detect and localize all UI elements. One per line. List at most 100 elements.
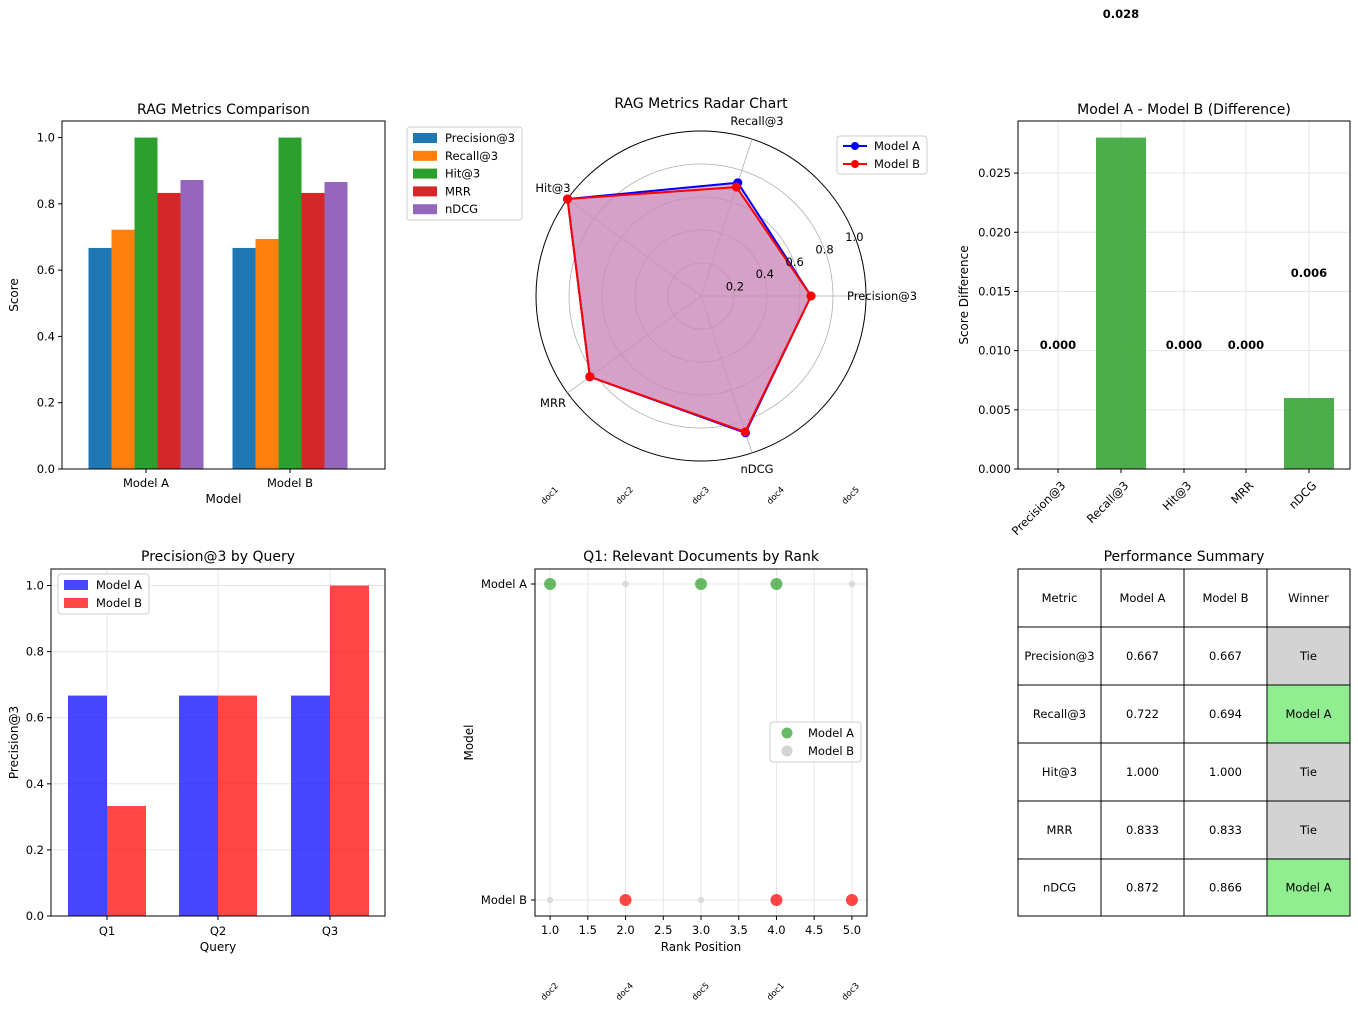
legend-label: Hit@3 — [445, 167, 480, 181]
table-header-label: Winner — [1288, 591, 1329, 605]
legend-marker — [851, 160, 859, 168]
y-tick-label: 0.4 — [37, 329, 55, 343]
y-tick-label: 0.2 — [37, 396, 55, 410]
y-tick-label: 0.025 — [978, 166, 1011, 180]
winner-cell — [1266, 858, 1351, 917]
table-cell — [1100, 742, 1185, 802]
radar-point — [731, 182, 741, 192]
table-cell — [1183, 684, 1268, 744]
y-tick-label: 0.2 — [26, 843, 44, 857]
table-header-cell — [1183, 568, 1268, 628]
legend-label: Model B — [874, 157, 920, 171]
bar-model-b — [330, 585, 369, 916]
table-header-cell — [1017, 568, 1102, 628]
difference-chart: Model A - Model B (Difference) 0.000 0.005… — [957, 7, 1351, 538]
table-cell-text: 0.833 — [1126, 823, 1159, 837]
bar-model-b — [107, 805, 146, 916]
bar-mrr — [157, 192, 181, 470]
radar-point — [585, 372, 595, 382]
y-axis-label: Score — [7, 278, 21, 312]
y-tick-label: 0.005 — [978, 403, 1011, 417]
radar-axis-label: Hit@3 — [535, 181, 570, 195]
chart-title: Performance Summary — [1104, 549, 1265, 565]
x-tick-label: 1.5 — [579, 923, 597, 937]
legend-swatch — [413, 204, 437, 215]
legend-label: nDCG — [445, 202, 478, 216]
radial-tick-label: 0.8 — [815, 242, 833, 256]
x-tick-label: nDCG — [1286, 478, 1319, 511]
difference-bar — [1096, 137, 1146, 470]
y-tick-label: 0.6 — [26, 711, 44, 725]
bar-precision3 — [88, 247, 112, 469]
x-tick-label: MRR — [1228, 478, 1256, 506]
y-tick-label: 1.0 — [37, 131, 55, 145]
chart-title: RAG Metrics Radar Chart — [614, 96, 788, 112]
bar-model-a — [291, 695, 330, 916]
table-cell-text: 0.722 — [1126, 707, 1159, 721]
table-cell-text: Tie — [1299, 823, 1317, 837]
radial-tick-label: 0.4 — [756, 267, 774, 281]
table-cell — [1183, 858, 1268, 917]
radar-axis-label: Precision@3 — [847, 289, 917, 303]
legend: Precision@3 Recall@3 Hit@3 MRR nDCG — [406, 126, 523, 221]
x-tick-label: 3.0 — [692, 923, 710, 937]
legend-swatch — [64, 580, 88, 590]
doc-label: doc4 — [765, 485, 787, 507]
table-cell-text: Model A — [1285, 881, 1331, 895]
value-label: 0.000 — [1166, 338, 1202, 352]
x-tick-label: Hit@3 — [1160, 478, 1195, 513]
relevant-doc-point — [845, 894, 858, 906]
x-tick-label: Q2 — [210, 924, 226, 938]
table-header-label: Model A — [1119, 591, 1165, 605]
y-tick-label: 0.4 — [26, 777, 44, 791]
legend-marker — [781, 727, 793, 739]
radial-tick-label: 1.0 — [845, 230, 863, 244]
x-axis-label: Model — [205, 492, 241, 506]
non-relevant-doc-point — [546, 896, 554, 904]
table-cell-text: Hit@3 — [1042, 765, 1077, 779]
doc-label: doc5 — [690, 981, 712, 1003]
y-tick-label: 0.020 — [978, 225, 1011, 239]
radar-point — [740, 427, 750, 437]
y-tick-label: Model B — [481, 893, 527, 907]
y-axis-label: Model — [462, 724, 476, 760]
y-tick-label: 0.0 — [37, 462, 55, 476]
x-tick-label: 5.0 — [843, 923, 861, 937]
table-cell-text: 1.000 — [1126, 765, 1159, 779]
x-tick-label: Model B — [267, 476, 313, 490]
value-label: 0.000 — [1040, 338, 1076, 352]
relevant-doc-point — [544, 578, 557, 590]
bar-mrr — [301, 192, 325, 470]
bar-model-a — [179, 695, 218, 916]
doc-label: doc2 — [614, 485, 636, 507]
table-cell — [1100, 684, 1185, 744]
legend-label: Precision@3 — [445, 131, 515, 145]
relevant-documents-chart: Q1: Relevant Documents by Rank 1.0 1.5 2.0 2… — [462, 549, 868, 1003]
table-header-cell — [1100, 568, 1185, 628]
y-tick-label: 0.010 — [978, 344, 1011, 358]
radar-axis-label: Recall@3 — [730, 114, 783, 128]
radial-tick-label: 0.6 — [785, 255, 803, 269]
chart-title: Model A - Model B (Difference) — [1077, 102, 1291, 118]
x-tick-label: 2.5 — [654, 923, 672, 937]
table-cell — [1017, 684, 1102, 744]
table-cell-text: 0.833 — [1209, 823, 1242, 837]
legend-label: Model A — [96, 578, 142, 592]
x-tick-label: 3.5 — [730, 923, 748, 937]
table-cell-text: Tie — [1299, 649, 1317, 663]
y-tick-label: 0.0 — [26, 909, 44, 923]
legend-label: Recall@3 — [445, 149, 498, 163]
legend-swatch — [413, 168, 437, 179]
table-header-label: Metric — [1042, 591, 1078, 605]
bar-ndcg — [324, 181, 348, 470]
doc-label: doc3 — [690, 485, 712, 507]
table-cell-text: nDCG — [1043, 881, 1076, 895]
value-label: 0.028 — [1103, 7, 1139, 21]
non-relevant-doc-point — [697, 896, 705, 904]
relevant-doc-point — [619, 894, 632, 906]
relevant-doc-point — [695, 578, 707, 590]
x-tick-label: 4.0 — [767, 923, 785, 937]
value-label: 0.006 — [1291, 266, 1327, 280]
legend-swatch — [413, 133, 437, 143]
y-tick-label: 1.0 — [26, 579, 44, 593]
